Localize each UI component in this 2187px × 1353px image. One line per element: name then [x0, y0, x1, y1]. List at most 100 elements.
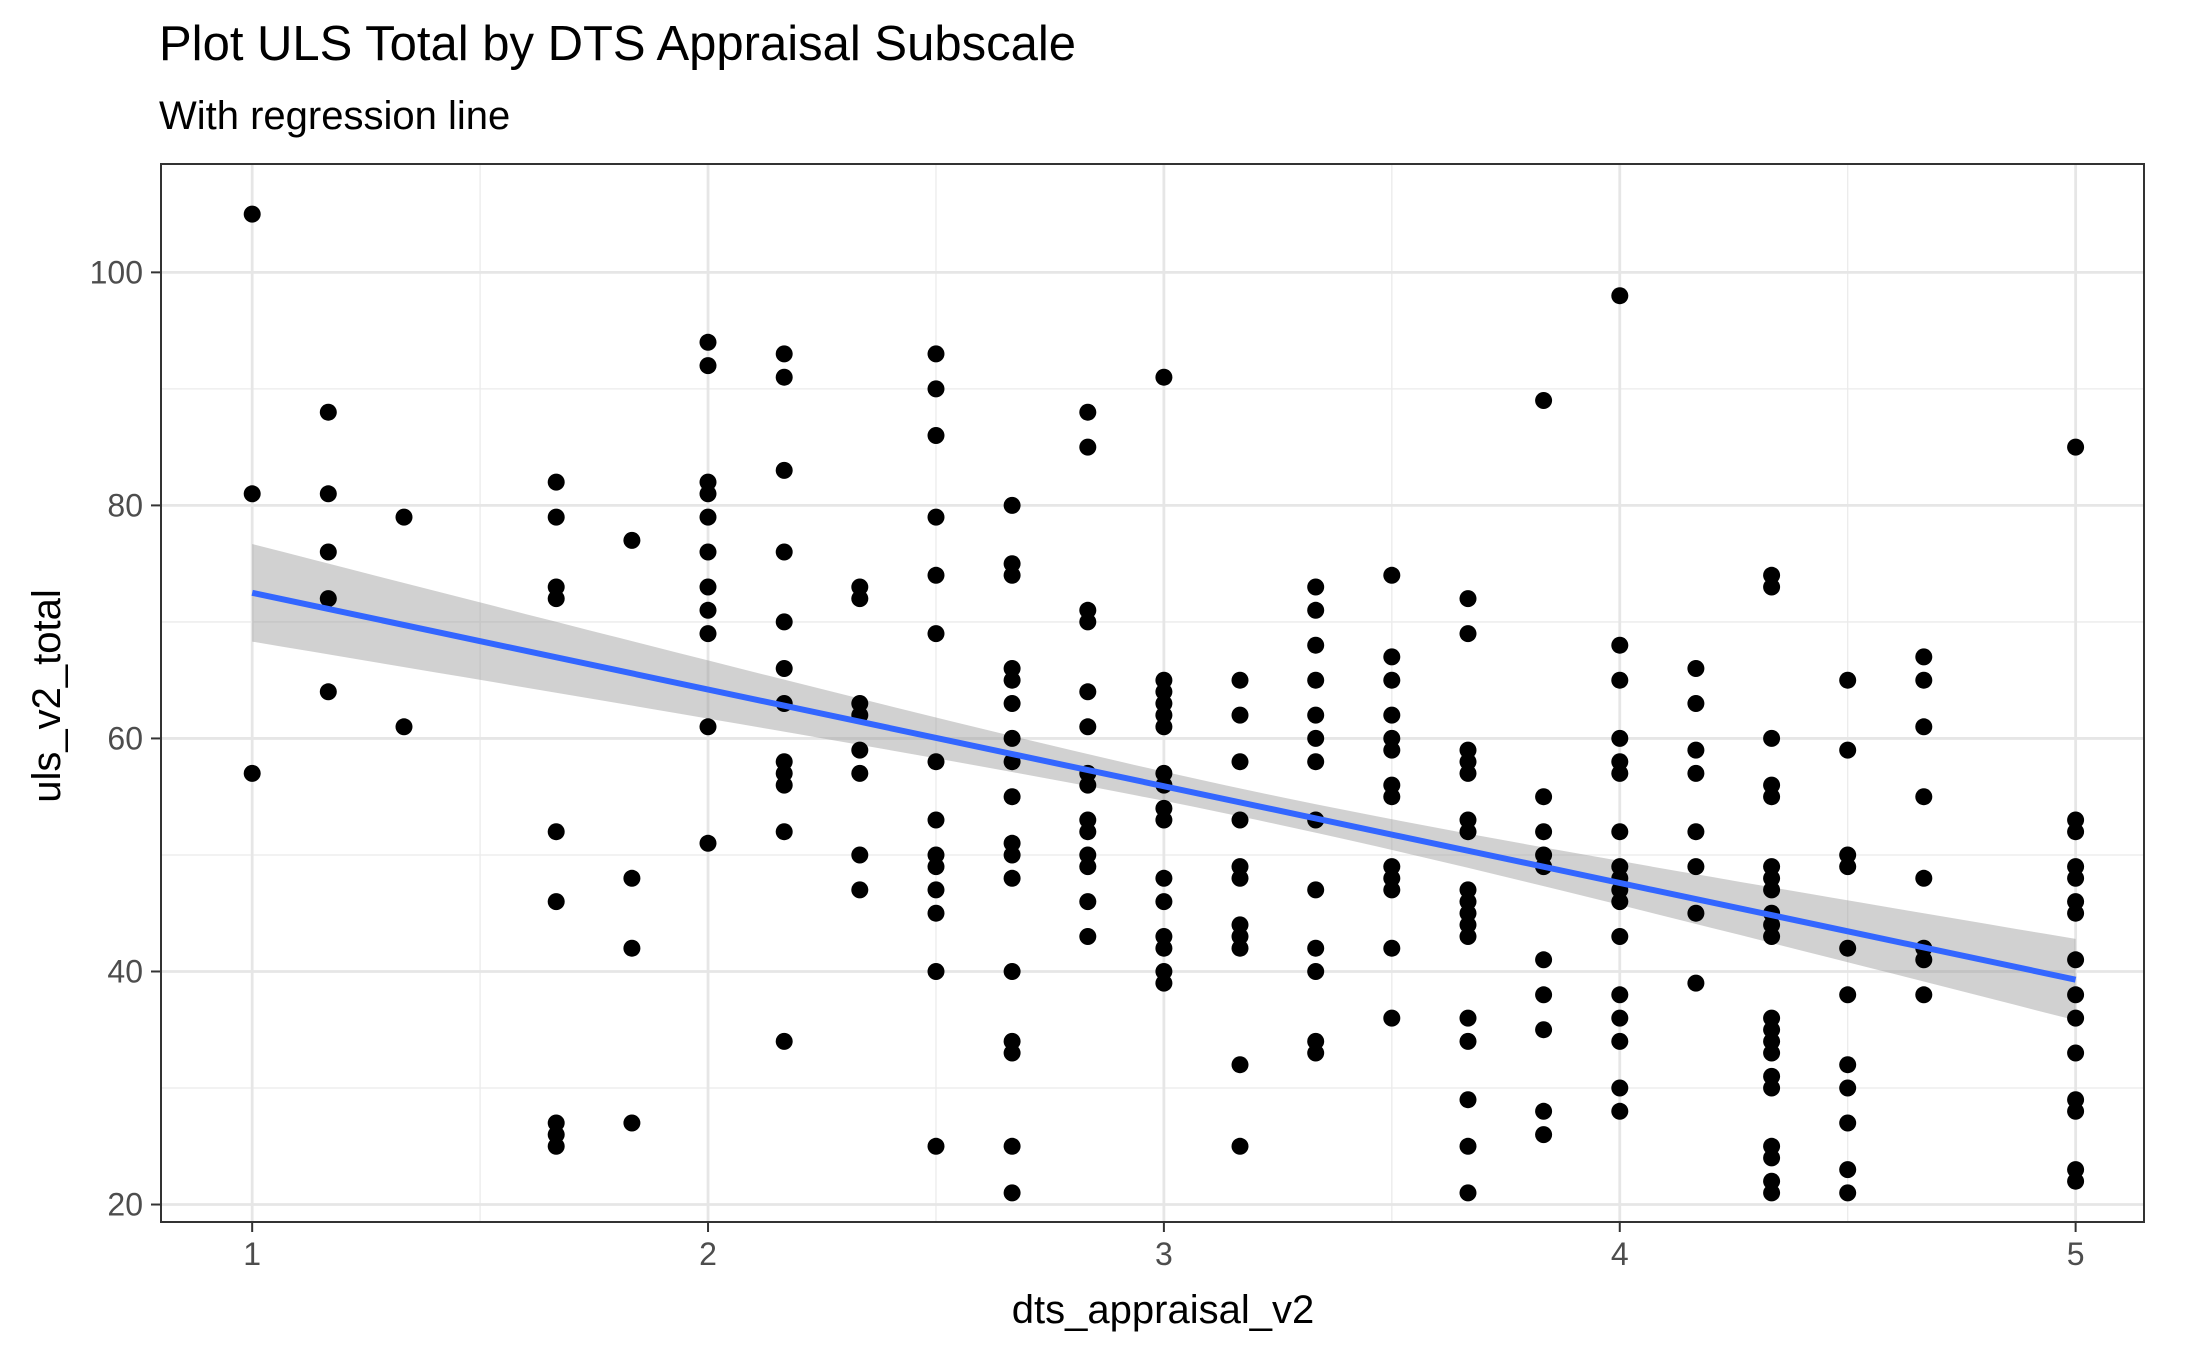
data-point	[1839, 1161, 1857, 1179]
chart-title: Plot ULS Total by DTS Appraisal Subscale	[159, 17, 1076, 71]
data-point	[547, 508, 565, 526]
data-point	[1079, 438, 1097, 456]
data-point	[927, 625, 945, 643]
data-point	[775, 1032, 793, 1050]
data-point	[319, 485, 337, 503]
data-point	[851, 846, 869, 864]
data-point	[1231, 1056, 1249, 1074]
data-point	[1839, 986, 1857, 1004]
data-point	[1307, 671, 1325, 689]
chart-subtitle: With regression line	[159, 94, 510, 138]
data-point	[1459, 625, 1477, 643]
data-point	[1763, 1044, 1781, 1062]
minor-gridlines	[161, 164, 2144, 1222]
data-point	[1383, 648, 1401, 666]
data-point	[1611, 1079, 1629, 1097]
data-point	[319, 590, 337, 608]
data-point	[1003, 834, 1021, 852]
data-point	[1231, 939, 1249, 957]
data-point	[1687, 741, 1705, 759]
data-point	[319, 543, 337, 561]
data-point	[2067, 951, 2085, 969]
regression-line	[251, 589, 2077, 983]
data-point	[1611, 1009, 1629, 1027]
data-point	[1687, 660, 1705, 677]
data-point	[1003, 671, 1021, 689]
data-point	[1915, 951, 1933, 969]
data-point	[1079, 613, 1097, 631]
data-point	[2067, 1009, 2085, 1027]
data-point	[2067, 1172, 2085, 1190]
data-point	[1079, 403, 1097, 421]
data-point	[927, 345, 945, 363]
data-point	[1611, 287, 1629, 305]
data-point	[1459, 881, 1477, 899]
data-point	[1003, 566, 1021, 584]
x-tick-label: 2	[699, 1236, 717, 1272]
data-point	[1687, 823, 1705, 841]
data-point	[2067, 1044, 2085, 1062]
data-point	[1535, 788, 1553, 806]
data-point	[1459, 764, 1477, 782]
data-point	[927, 427, 945, 444]
data-point	[1687, 764, 1705, 782]
data-point	[1839, 858, 1857, 876]
data-point	[1003, 1137, 1021, 1155]
data-point	[927, 566, 945, 584]
data-point	[1459, 1032, 1477, 1050]
y-tick-label: 40	[107, 953, 143, 989]
data-point	[1231, 671, 1249, 689]
x-tick-label: 3	[1155, 1236, 1173, 1272]
data-point	[1763, 928, 1781, 945]
data-point	[775, 764, 793, 782]
data-point	[1383, 566, 1401, 584]
data-point	[1763, 729, 1781, 747]
data-point	[1307, 706, 1325, 724]
data-point	[1383, 729, 1401, 747]
data-point	[2067, 811, 2085, 829]
data-point	[1155, 683, 1173, 701]
data-point	[927, 1137, 945, 1155]
data-point	[1915, 648, 1933, 666]
x-axis-ticks: 1 2 3 4 5	[243, 1222, 2085, 1272]
data-point	[927, 904, 945, 922]
data-point	[1535, 392, 1553, 409]
data-point	[1307, 578, 1325, 596]
data-point	[1839, 1056, 1857, 1074]
data-point	[1383, 706, 1401, 724]
data-point	[1003, 496, 1021, 514]
data-point	[1535, 1126, 1553, 1144]
data-point	[699, 601, 717, 619]
data-point	[243, 764, 261, 782]
data-point	[1155, 811, 1173, 829]
y-tick-label: 100	[90, 254, 143, 290]
data-point	[851, 741, 869, 759]
data-point	[1383, 881, 1401, 899]
data-point	[851, 764, 869, 782]
data-point	[1687, 858, 1705, 876]
data-point	[851, 590, 869, 608]
data-point	[2067, 438, 2085, 456]
x-axis-title: dts_appraisal_v2	[1012, 1288, 1314, 1332]
data-point	[927, 963, 945, 980]
data-point	[1307, 729, 1325, 747]
data-point	[1535, 986, 1553, 1004]
data-point	[2067, 1102, 2085, 1120]
data-point	[1839, 671, 1857, 689]
data-point	[775, 368, 793, 386]
panel-background	[161, 164, 2144, 1222]
data-point	[1155, 869, 1173, 887]
data-point	[1535, 1102, 1553, 1120]
data-point	[1307, 1044, 1325, 1062]
data-point	[2067, 869, 2085, 887]
data-point	[1003, 963, 1021, 980]
data-point	[1763, 1172, 1781, 1190]
data-point	[1383, 788, 1401, 806]
data-point	[1003, 660, 1021, 677]
data-point	[547, 1137, 565, 1155]
data-point	[243, 205, 261, 223]
data-point	[1611, 729, 1629, 747]
data-point	[1535, 1021, 1553, 1039]
data-point	[1003, 729, 1021, 747]
